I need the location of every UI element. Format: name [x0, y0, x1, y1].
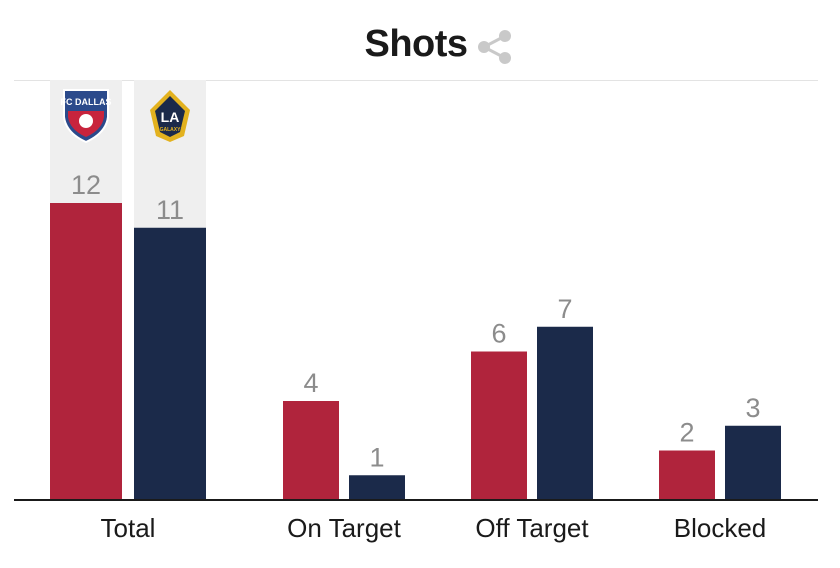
value-label-on-target-series-2: 1 — [369, 442, 384, 472]
bar-total-series-2[interactable] — [134, 227, 206, 500]
chart-header: Shots — [14, 0, 818, 81]
value-label-blocked-series-2: 3 — [745, 393, 760, 423]
fc-dallas-logo-icon — [63, 89, 109, 144]
category-label-on-target: On Target — [287, 513, 401, 543]
bar-blocked-series-1[interactable] — [659, 450, 715, 501]
fc-dallas-logo-text: FC DALLAS — [61, 97, 112, 107]
category-label-total: Total — [101, 513, 156, 543]
la-galaxy-logo-icon — [150, 90, 190, 142]
value-label-blocked-series-1: 2 — [679, 418, 694, 448]
category-label-off-target: Off Target — [475, 513, 589, 543]
bar-off-target-series-2[interactable] — [537, 326, 593, 500]
la-galaxy-logo-subtext: GALAXY — [160, 127, 182, 133]
value-label-total-series-1: 12 — [71, 170, 101, 200]
value-label-total-series-2: 11 — [156, 195, 184, 225]
bar-blocked-series-2[interactable] — [725, 425, 781, 500]
value-label-off-target-series-2: 7 — [557, 294, 572, 324]
bar-on-target-series-2[interactable] — [349, 475, 405, 500]
share-icon[interactable] — [476, 29, 514, 65]
bar-total-series-1[interactable] — [50, 203, 122, 500]
chart-title: Shots — [364, 23, 468, 65]
category-label-blocked: Blocked — [674, 513, 767, 543]
bar-on-target-series-1[interactable] — [283, 401, 339, 500]
bar-off-target-series-1[interactable] — [471, 351, 527, 501]
value-label-off-target-series-1: 6 — [491, 319, 506, 349]
value-label-on-target-series-1: 4 — [303, 368, 318, 398]
la-galaxy-logo-text: LA — [161, 109, 180, 125]
